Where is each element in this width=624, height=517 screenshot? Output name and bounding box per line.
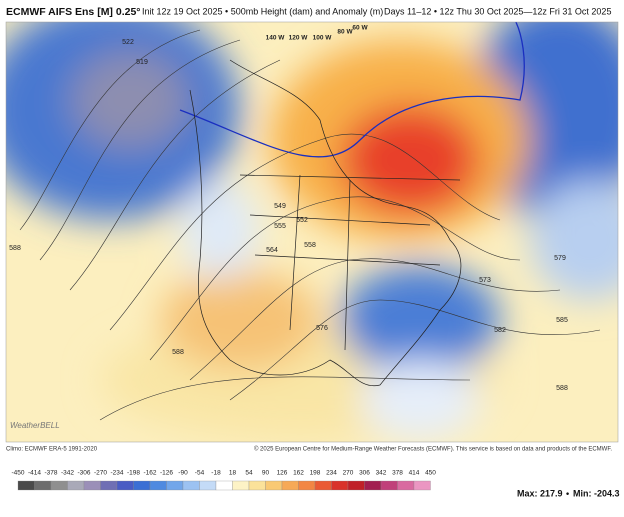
- colorbar-cell: [347, 480, 365, 491]
- colorbar-label: -162: [143, 470, 156, 477]
- colorbar-label: 18: [229, 470, 237, 477]
- longitude-label: 80 W: [337, 29, 353, 36]
- colorbar-cell: [100, 480, 118, 491]
- climo-text: Climo: ECMWF ERA-5 1991-2020: [6, 447, 98, 453]
- colorbar-label: 306: [359, 470, 370, 477]
- colorbar-cell: [166, 480, 184, 491]
- longitude-label: 120 W: [289, 35, 309, 42]
- colorbar-label: -270: [94, 470, 107, 477]
- colorbar-label: 90: [262, 470, 270, 477]
- longitude-label: 60 W: [352, 25, 368, 32]
- colorbar-cell: [331, 480, 349, 491]
- max-value: 217.9: [540, 488, 563, 498]
- contour-label: 573: [479, 277, 491, 284]
- colorbar-cell: [397, 480, 415, 491]
- colorbar-label: -54: [195, 470, 205, 477]
- colorbar-label: 378: [392, 470, 403, 477]
- contour-label: 552: [296, 217, 308, 224]
- colorbar-cell: [265, 480, 283, 491]
- colorbar-label: 414: [409, 470, 420, 477]
- longitude-label: 100 W: [313, 35, 333, 42]
- colorbar-label: 162: [293, 470, 304, 477]
- map-frame: [5, 21, 619, 443]
- colorbar-cell: [248, 480, 266, 491]
- contour-label: 588: [556, 385, 568, 392]
- colorbar-cell: [67, 480, 85, 491]
- colorbar-label: 342: [376, 470, 387, 477]
- min-label: Min:: [573, 488, 592, 498]
- highlight-contour: [179, 22, 525, 158]
- map: [6, 22, 618, 442]
- min-value: -204.3: [594, 488, 620, 498]
- colorbar-cell: [34, 480, 52, 491]
- colorbar-label: -234: [110, 470, 123, 477]
- colorbar-label: -90: [178, 470, 188, 477]
- colorbar-cell: [215, 480, 233, 491]
- coastlines: [189, 59, 462, 387]
- contour-label: 564: [266, 247, 278, 254]
- colorbar-label: -306: [77, 470, 90, 477]
- copyright-text: © 2025 European Centre for Medium-Range …: [254, 446, 612, 453]
- colorbar-cell: [149, 480, 167, 491]
- colorbar-label: 234: [326, 470, 337, 477]
- colorbar-cell: [298, 480, 316, 491]
- colorbar-cell: [182, 480, 200, 491]
- separator: •: [566, 488, 569, 498]
- watermark: WeatherBELL: [10, 421, 60, 430]
- colorbar-label: -18: [211, 470, 221, 477]
- colorbar-cell: [83, 480, 101, 491]
- contour-label: 576: [316, 325, 328, 332]
- contour-label: 585: [556, 317, 568, 324]
- colorbar-label: -198: [127, 470, 140, 477]
- colorbar-label: 126: [277, 470, 288, 477]
- colorbar-cell: [116, 480, 134, 491]
- model-title: ECMWF AIFS Ens [M] 0.25°: [6, 6, 141, 18]
- colorbar-cell: [17, 480, 35, 491]
- contour-label: 588: [172, 349, 184, 356]
- max-label: Max:: [517, 488, 538, 498]
- colorbar-cell: [199, 480, 217, 491]
- colorbar-label: -342: [61, 470, 74, 477]
- contour-label: 549: [274, 203, 286, 210]
- contour-label: 519: [136, 59, 148, 66]
- contour-label: 558: [304, 242, 316, 249]
- contour-label: 582: [494, 327, 506, 334]
- contour-label: 555: [274, 223, 286, 230]
- colorbar-cell: [232, 480, 250, 491]
- colorbar-label: -414: [28, 470, 41, 477]
- colorbar-label: -450: [11, 470, 24, 477]
- colorbar-cell: [133, 480, 151, 491]
- colorbar-cell: [50, 480, 68, 491]
- colorbar-cell: [314, 480, 332, 491]
- anomaly-field: [6, 22, 618, 440]
- colorbar-label: -126: [160, 470, 173, 477]
- colorbar-cell: [380, 480, 398, 491]
- valid-text: Days 11–12 • 12z Thu 30 Oct 2025—12z Fri…: [384, 6, 611, 16]
- longitude-label: 140 W: [266, 35, 286, 42]
- colorbar-label: 450: [425, 470, 436, 477]
- contour-label: 522: [122, 39, 134, 46]
- height-contours: [19, 29, 601, 421]
- init-text: Init 12z 19 Oct 2025 • 500mb Height (dam…: [142, 6, 383, 16]
- colorbar-label: 54: [245, 470, 253, 477]
- colorbar-cell: [281, 480, 299, 491]
- contour-label: 579: [554, 255, 566, 262]
- colorbar-label: -378: [44, 470, 57, 477]
- colorbar-cell: [413, 480, 431, 491]
- colorbar-cell: [364, 480, 382, 491]
- contour-label: 588: [9, 245, 21, 252]
- colorbar-label: 270: [343, 470, 354, 477]
- colorbar-label: 198: [310, 470, 321, 477]
- stats: Max: 217.9 • Min: -204.3: [517, 488, 620, 498]
